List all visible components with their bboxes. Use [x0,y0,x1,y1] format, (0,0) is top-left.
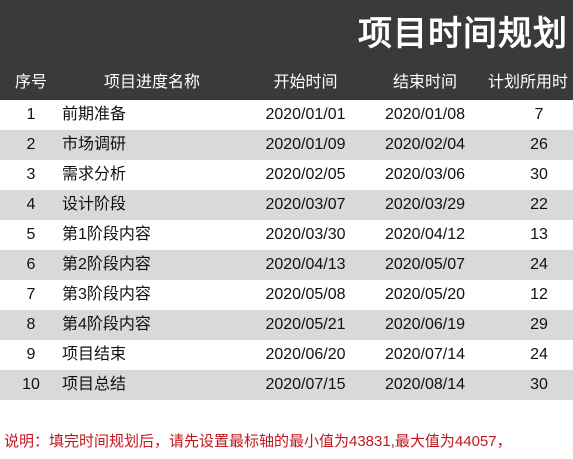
cell-start-date[interactable]: 2020/03/07 [265,196,346,213]
table-row[interactable]: 9 项目结束 2020/06/20 2020/07/14 24 [0,340,573,370]
table-row[interactable]: 7 第3阶段内容 2020/05/08 2020/05/20 12 [0,280,573,310]
cell-planned-days[interactable]: 24 [530,256,548,273]
cell-planned-days[interactable]: 30 [530,376,548,393]
cell-planned-days[interactable]: 30 [530,166,548,183]
cell-end-date[interactable]: 2020/04/12 [384,226,466,243]
cell-name[interactable]: 前期准备 [62,106,127,123]
cell-end-date[interactable]: 2020/08/14 [384,376,466,393]
cell-planned-days[interactable]: 24 [530,346,548,363]
table-row[interactable]: 10 项目总结 2020/07/15 2020/08/14 30 [0,370,573,400]
title-bar: 项目时间规划 [0,0,573,64]
table-row[interactable]: 5 第1阶段内容 2020/03/30 2020/04/12 13 [0,220,573,250]
cell-end-date[interactable]: 2020/01/08 [384,106,466,123]
cell-name[interactable]: 设计阶段 [62,196,127,213]
cell-index[interactable]: 7 [26,286,36,303]
cell-start-date[interactable]: 2020/06/20 [265,346,346,363]
cell-index[interactable]: 8 [26,316,36,333]
cell-start-date[interactable]: 2020/02/05 [265,166,346,183]
cell-name[interactable]: 第1阶段内容 [62,226,151,243]
table-body: 1 前期准备 2020/01/01 2020/01/08 7 2 市场调研 20… [0,100,573,400]
table-row[interactable]: 8 第4阶段内容 2020/05/21 2020/06/19 29 [0,310,573,340]
instruction-note: 说明：填完时间规划后，请先设置最标轴的最小值为43831,最大值为44057， [4,433,512,450]
cell-end-date[interactable]: 2020/02/04 [384,136,466,153]
cell-planned-days[interactable]: 7 [534,106,544,123]
cell-name[interactable]: 需求分析 [62,166,127,183]
cell-planned-days[interactable]: 12 [530,286,548,303]
cell-start-date[interactable]: 2020/05/21 [265,316,346,333]
header-planned-days: 计划所用时 [488,74,569,91]
cell-index[interactable]: 1 [26,106,36,123]
cell-start-date[interactable]: 2020/07/15 [265,376,346,393]
cell-name[interactable]: 第3阶段内容 [62,286,151,303]
cell-end-date[interactable]: 2020/06/19 [384,316,466,333]
cell-end-date[interactable]: 2020/05/20 [384,286,466,303]
table-row[interactable]: 2 市场调研 2020/01/09 2020/02/04 26 [0,130,573,160]
header-name: 项目进度名称 [103,74,200,91]
table-row[interactable]: 4 设计阶段 2020/03/07 2020/03/29 22 [0,190,573,220]
cell-index[interactable]: 9 [26,346,36,363]
cell-start-date[interactable]: 2020/05/08 [265,286,346,303]
cell-planned-days[interactable]: 26 [530,136,548,153]
table-row[interactable]: 6 第2阶段内容 2020/04/13 2020/05/07 24 [0,250,573,280]
table-row[interactable]: 1 前期准备 2020/01/01 2020/01/08 7 [0,100,573,130]
cell-name[interactable]: 第2阶段内容 [62,256,151,273]
cell-planned-days[interactable]: 29 [530,316,548,333]
cell-index[interactable]: 4 [26,196,36,213]
cell-name[interactable]: 项目结束 [62,346,127,363]
cell-name[interactable]: 项目总结 [62,376,127,393]
cell-start-date[interactable]: 2020/04/13 [265,256,346,273]
header-end-date: 结束时间 [392,74,457,91]
cell-index[interactable]: 10 [22,376,40,393]
header-start-date: 开始时间 [273,74,338,91]
cell-end-date[interactable]: 2020/07/14 [384,346,466,363]
cell-start-date[interactable]: 2020/03/30 [265,226,346,243]
cell-end-date[interactable]: 2020/05/07 [384,256,466,273]
cell-planned-days[interactable]: 22 [530,196,548,213]
cell-start-date[interactable]: 2020/01/09 [265,136,346,153]
cell-index[interactable]: 3 [26,166,36,183]
cell-name[interactable]: 第4阶段内容 [62,316,151,333]
cell-name[interactable]: 市场调研 [62,136,127,153]
cell-index[interactable]: 5 [26,226,36,243]
cell-index[interactable]: 6 [26,256,36,273]
cell-index[interactable]: 2 [26,136,36,153]
table-row[interactable]: 3 需求分析 2020/02/05 2020/03/06 30 [0,160,573,190]
page-title: 项目时间规划 [358,15,568,53]
header-index: 序号 [14,74,47,91]
cell-start-date[interactable]: 2020/01/01 [265,106,346,123]
table-header-row: 序号 项目进度名称 开始时间 结束时间 计划所用时 [0,64,573,102]
cell-planned-days[interactable]: 13 [530,226,548,243]
cell-end-date[interactable]: 2020/03/06 [384,166,466,183]
cell-end-date[interactable]: 2020/03/29 [384,196,466,213]
